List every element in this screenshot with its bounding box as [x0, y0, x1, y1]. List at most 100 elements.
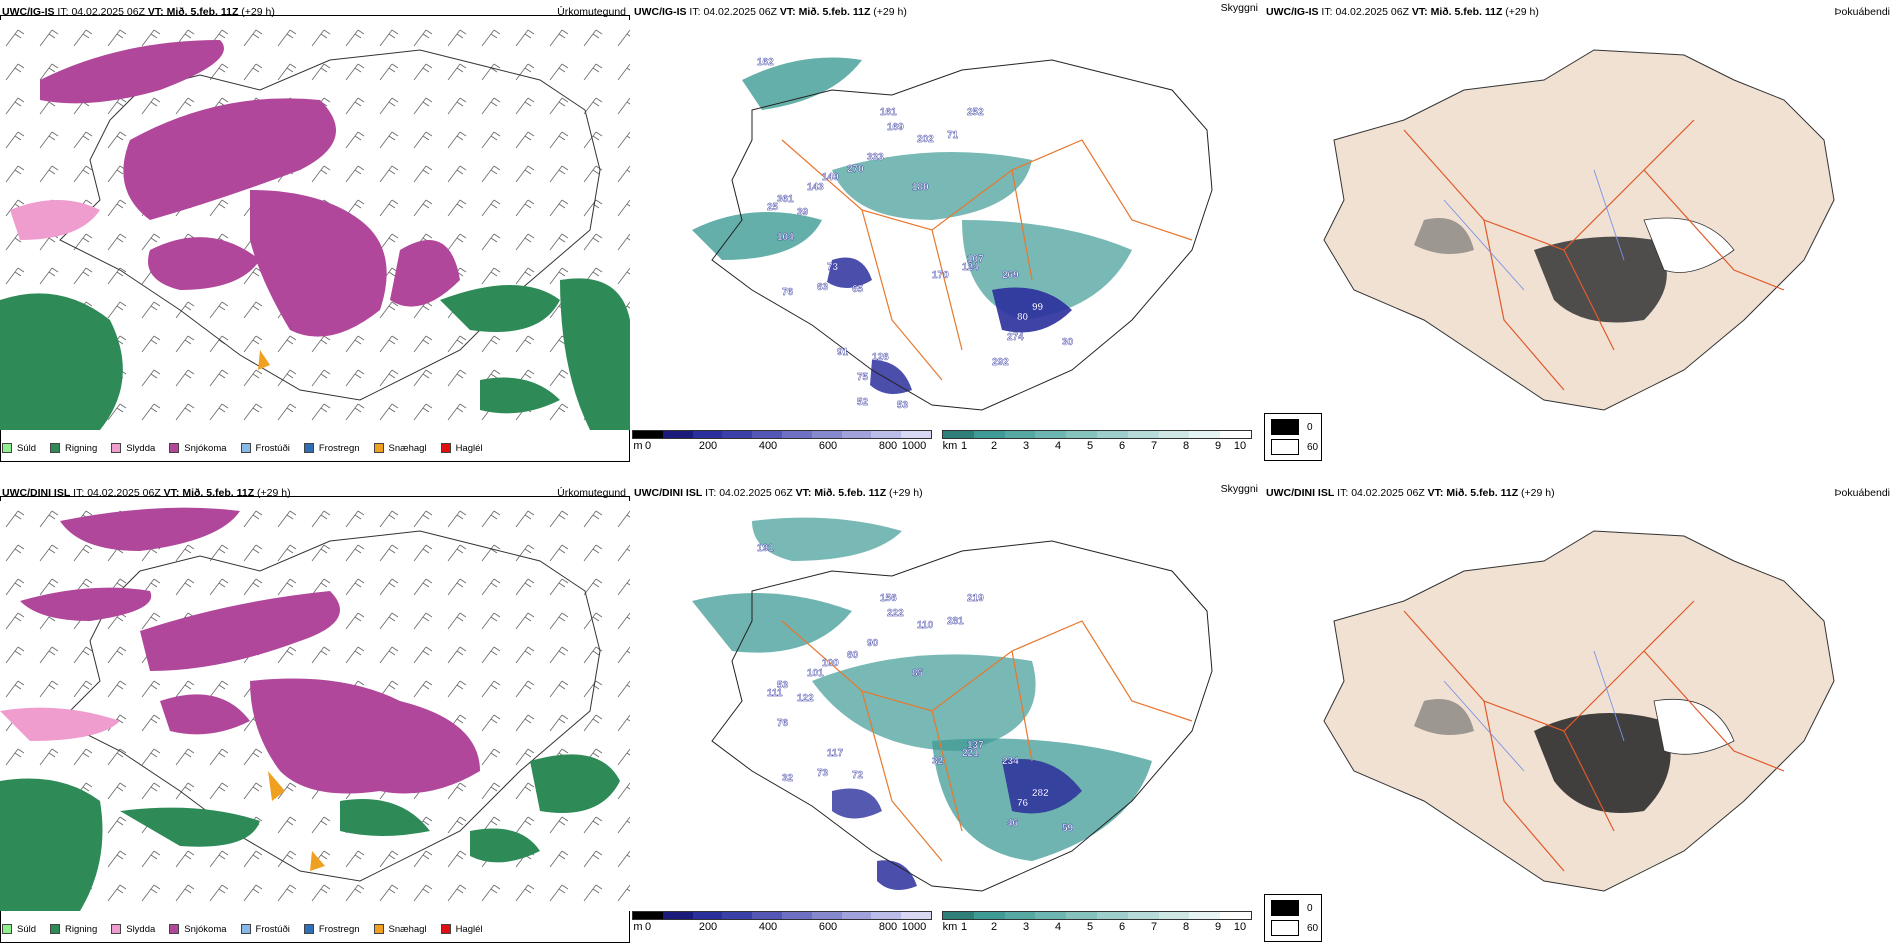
model-name: UWC/DINI ISL	[2, 487, 71, 499]
cloud-base-label: 90	[867, 638, 879, 649]
cloud-base-label: 110	[917, 620, 934, 631]
fog-key: 0 60	[1264, 894, 1322, 942]
cloud-base-label: 292	[992, 357, 1009, 368]
cloud-base-label: 75	[857, 372, 869, 383]
legend-item: Frostúði	[240, 924, 290, 935]
model-name: UWC/IG-IS	[634, 6, 687, 18]
cloud-base-label: 99	[1032, 302, 1044, 313]
cloud-base-label: 269	[1002, 270, 1019, 281]
it-value: 04.02.2025 06Z	[87, 487, 161, 499]
cloud-base-label: 63	[817, 282, 829, 293]
cloud-base-label: 100	[822, 658, 839, 669]
visibility-unit: km	[942, 440, 958, 452]
lead-time: (+29 h)	[873, 6, 907, 18]
cloud-base-label: 76	[777, 718, 789, 729]
cloud-base-label: 333	[867, 152, 884, 163]
cloud-base-label: 126	[872, 352, 889, 363]
legend-item: Snjókoma	[169, 443, 227, 454]
vt-value: Mið. 5.feb. 11Z	[798, 6, 871, 18]
ceiling-scalebar: m 0 200 400 600 800 1000	[632, 430, 932, 456]
cloud-base-label: 234	[1002, 756, 1019, 767]
legend-item: Haglél	[440, 443, 483, 454]
legend-item: Slydda	[111, 924, 155, 935]
panel-header: UWC/IG-IS IT: 04.02.2025 06Z VT: Mið. 5.…	[2, 6, 275, 18]
cloud-base-label: 39	[797, 207, 809, 218]
cloud-base-label: 274	[1007, 332, 1024, 343]
legend-item: Snjókoma	[169, 924, 227, 935]
legend-item: Rigning	[50, 924, 97, 935]
vt-value: Mið. 5.feb. 11Z	[1430, 6, 1503, 18]
cloud-base-label: 170	[932, 270, 949, 281]
legend-item: Snæhagl	[373, 924, 427, 935]
lead-time: (+29 h)	[889, 487, 923, 499]
cloud-base-label: 65	[852, 284, 864, 295]
legend-item: Súld	[2, 924, 36, 935]
visibility-scalebar: km 1 2 3 4 5 6 7 8 9 10	[942, 911, 1252, 937]
cloud-base-label: 252	[967, 107, 984, 118]
panel-header: UWC/DINI ISL IT: 04.02.2025 06Z VT: Mið.…	[634, 487, 923, 499]
cloud-visibility-panel-row2: UWC/DINI ISL IT: 04.02.2025 06Z VT: Mið.…	[632, 481, 1262, 943]
cloud-base-label: 124	[962, 262, 979, 273]
it-value: 04.02.2025 06Z	[1335, 6, 1409, 18]
cloud-base-label: 270	[847, 164, 864, 175]
cloud-base-label: 162	[757, 57, 774, 68]
cloud-base-label: 60	[847, 650, 859, 661]
cloud-base-label: 30	[1062, 337, 1074, 348]
legend-item: Frostregn	[303, 443, 360, 454]
cloud-base-label: 53	[897, 400, 909, 411]
cloud-base-label: 71	[947, 130, 959, 141]
cloud-base-label: 101	[807, 668, 824, 679]
precip-legend: Súld Rigning Slydda Snjókoma Frostúði Fr…	[2, 438, 497, 458]
legend-item: Rigning	[50, 443, 97, 454]
model-name: UWC/DINI ISL	[1266, 487, 1335, 499]
cloud-base-label: 222	[887, 608, 904, 619]
legend-item: Súld	[2, 443, 36, 454]
cloud-base-label: 53	[777, 680, 789, 691]
cloud-base-label: 137	[967, 740, 984, 751]
cloud-base-label: 73	[817, 768, 829, 779]
ceiling-scalebar: m 0 200 400 600 800 1000	[632, 911, 932, 937]
cloud-base-label: 107	[967, 254, 984, 265]
model-name: UWC/IG-IS	[2, 6, 55, 18]
cloud-base-label: 59	[1062, 823, 1074, 834]
fog-indicator-panel-row1: UWC/IG-IS IT: 04.02.2025 06Z VT: Mið. 5.…	[1264, 0, 1894, 462]
legend-item: Slydda	[111, 443, 155, 454]
cloud-base-label: 156	[880, 593, 897, 604]
vt-value: Mið. 5.feb. 11Z	[814, 487, 887, 499]
cloud-base-label: 117	[827, 748, 844, 759]
panel-title: Skyggni	[1220, 2, 1258, 14]
cloud-base-label: 52	[857, 397, 869, 408]
vt-value: Mið. 5.feb. 11Z	[182, 487, 255, 499]
legend-item: Frostregn	[303, 924, 360, 935]
panel-header: UWC/DINI ISL IT: 04.02.2025 06Z VT: Mið.…	[2, 487, 291, 499]
cloud-base-label: 282	[1032, 788, 1049, 799]
panel-title: Skyggni	[1220, 483, 1258, 495]
legend-item: Haglél	[440, 924, 483, 935]
cloud-base-label: 25	[767, 202, 779, 213]
fog-map	[1323, 530, 1835, 892]
panel-title: Úrkomutegund	[557, 6, 626, 18]
cloud-base-label: 202	[917, 134, 934, 145]
precip-legend: Súld Rigning Slydda Snjókoma Frostúði Fr…	[2, 919, 497, 939]
precip-type-panel-row1: UWC/IG-IS IT: 04.02.2025 06Z VT: Mið. 5.…	[0, 0, 630, 462]
cloud-base-label: 91	[837, 347, 849, 358]
model-name: UWC/DINI ISL	[634, 487, 703, 499]
cloud-base-label: 169	[887, 122, 904, 133]
cloud-base-label: 80	[1017, 312, 1029, 323]
cloud-base-label: 143	[807, 182, 824, 193]
cloud-base-label: 46	[1007, 818, 1019, 829]
it-value: 04.02.2025 06Z	[1351, 487, 1425, 499]
ceiling-unit: m	[633, 440, 643, 452]
cloud-base-label: 76	[782, 287, 794, 298]
precip-type-panel-row2: UWC/DINI ISL IT: 04.02.2025 06Z VT: Mið.…	[0, 481, 630, 943]
lead-time: (+29 h)	[1505, 6, 1539, 18]
it-value: 04.02.2025 06Z	[71, 6, 145, 18]
cloud-base-label: 180	[912, 182, 929, 193]
fog-indicator-panel-row2: UWC/DINI ISL IT: 04.02.2025 06Z VT: Mið.…	[1264, 481, 1894, 943]
it-value: 04.02.2025 06Z	[719, 487, 793, 499]
cloud-base-label: 161	[880, 107, 897, 118]
cloud-base-label: 32	[782, 773, 794, 784]
